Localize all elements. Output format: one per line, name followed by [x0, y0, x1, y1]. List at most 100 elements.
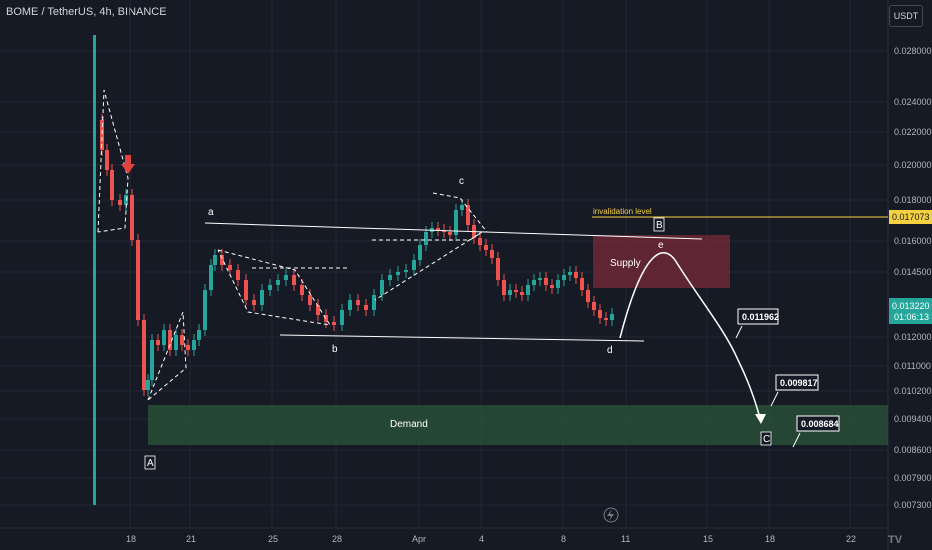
svg-text:0.017073: 0.017073 — [892, 212, 930, 222]
dashed-wave-lines — [97, 89, 488, 401]
candle-body — [380, 280, 384, 295]
candle-body — [592, 302, 596, 310]
candle-body — [538, 278, 542, 280]
candle-body — [610, 314, 614, 320]
candle-body — [197, 330, 201, 340]
candle-body — [136, 240, 140, 320]
lower-trendline — [279, 334, 645, 342]
candle-body — [372, 295, 376, 310]
tradingview-logo-icon: TV — [888, 534, 903, 546]
y-tick: 0.007300 — [894, 500, 932, 510]
candle-body — [466, 205, 470, 225]
wave-label-e: e — [658, 240, 664, 251]
candle-body — [236, 270, 240, 280]
candles — [93, 35, 614, 505]
candle-body — [396, 272, 400, 275]
candle-body — [514, 290, 518, 292]
y-tick: 0.011000 — [894, 361, 931, 371]
projection-arrowhead — [755, 414, 766, 424]
candle-body — [244, 280, 248, 300]
invalidation-price-tag: 0.017073 — [889, 210, 932, 224]
y-tick: 0.012000 — [894, 332, 932, 342]
candle-body — [292, 275, 296, 285]
x-tick: 4 — [479, 534, 484, 544]
candle-body — [478, 238, 482, 245]
supply-label: Supply — [610, 258, 641, 269]
x-tick: 11 — [621, 534, 630, 544]
candle-body — [388, 275, 392, 280]
x-tick: 18 — [765, 534, 775, 544]
candle-body — [424, 232, 428, 245]
candle-body — [180, 335, 184, 345]
projection-path — [619, 252, 761, 419]
candle-body — [192, 340, 196, 350]
target-1: 0.011962 — [742, 312, 779, 322]
candle-body — [502, 280, 506, 295]
candle-body — [418, 245, 422, 260]
candle-body — [332, 322, 336, 325]
currency-button[interactable]: USDT — [889, 5, 923, 27]
y-tick: 0.014500 — [894, 267, 932, 277]
x-tick: Apr — [412, 534, 426, 544]
listing-candle — [93, 35, 96, 505]
y-tick: 0.007900 — [894, 473, 932, 483]
demand-zone — [148, 405, 888, 445]
candle-body — [562, 275, 566, 280]
candle-body — [124, 195, 128, 205]
y-tick: 0.008600 — [894, 445, 932, 455]
supply-zone — [593, 235, 730, 288]
candle-body — [568, 272, 572, 275]
y-tick: 0.020000 — [894, 160, 932, 170]
candle-body — [580, 278, 584, 290]
candle-body — [162, 330, 166, 345]
candle-body — [550, 285, 554, 288]
candle-body — [520, 292, 524, 295]
candle-body — [340, 310, 344, 325]
candle-body — [490, 250, 494, 258]
price-axis[interactable]: 0.028000 0.024000 0.022000 0.020000 0.01… — [894, 46, 932, 510]
candle-body — [284, 275, 288, 280]
candle-body — [316, 305, 320, 315]
red-down-arrow-icon — [121, 155, 135, 174]
candle-body — [209, 265, 213, 290]
candle-body — [213, 255, 217, 265]
wave-label-c: c — [459, 176, 464, 187]
wave-label-b: b — [332, 344, 338, 355]
candle-body — [276, 280, 280, 285]
y-tick: 0.009400 — [894, 414, 932, 424]
y-tick: 0.016000 — [894, 236, 932, 246]
candle-body — [348, 300, 352, 310]
candle-body — [448, 232, 452, 235]
candle-body — [544, 278, 548, 285]
y-tick: 0.028000 — [894, 46, 932, 56]
candle-body — [174, 335, 178, 350]
lightning-icon[interactable] — [603, 507, 619, 523]
x-tick: 22 — [846, 534, 856, 544]
wave-labels: A a b c d e B C — [144, 176, 772, 470]
chart-title: BOME / TetherUS, 4h, BINANCE — [6, 6, 167, 18]
demand-label: Demand — [390, 419, 428, 430]
upper-trendline — [204, 222, 703, 240]
x-tick: 18 — [126, 534, 136, 544]
y-tick: 0.024000 — [894, 97, 932, 107]
candle-body — [460, 205, 464, 210]
candle-body — [604, 318, 608, 320]
wave-label-d: d — [607, 345, 613, 356]
grid — [0, 0, 888, 528]
candle-body — [203, 290, 207, 330]
candle-body — [598, 310, 602, 318]
svg-text:01:06:13: 01:06:13 — [894, 312, 929, 322]
candle-body — [454, 210, 458, 235]
candle-body — [228, 265, 232, 270]
time-axis[interactable]: 18 21 25 28 Apr 4 8 11 15 18 22 — [126, 534, 856, 544]
candle-body — [308, 295, 312, 305]
candle-body — [130, 195, 134, 240]
candle-body — [356, 300, 360, 305]
candle-body — [508, 290, 512, 295]
candle-body — [404, 270, 408, 272]
wave-label-a: a — [208, 207, 214, 218]
candle-body — [484, 245, 488, 250]
candle-body — [586, 290, 590, 302]
candle-body — [100, 120, 104, 150]
